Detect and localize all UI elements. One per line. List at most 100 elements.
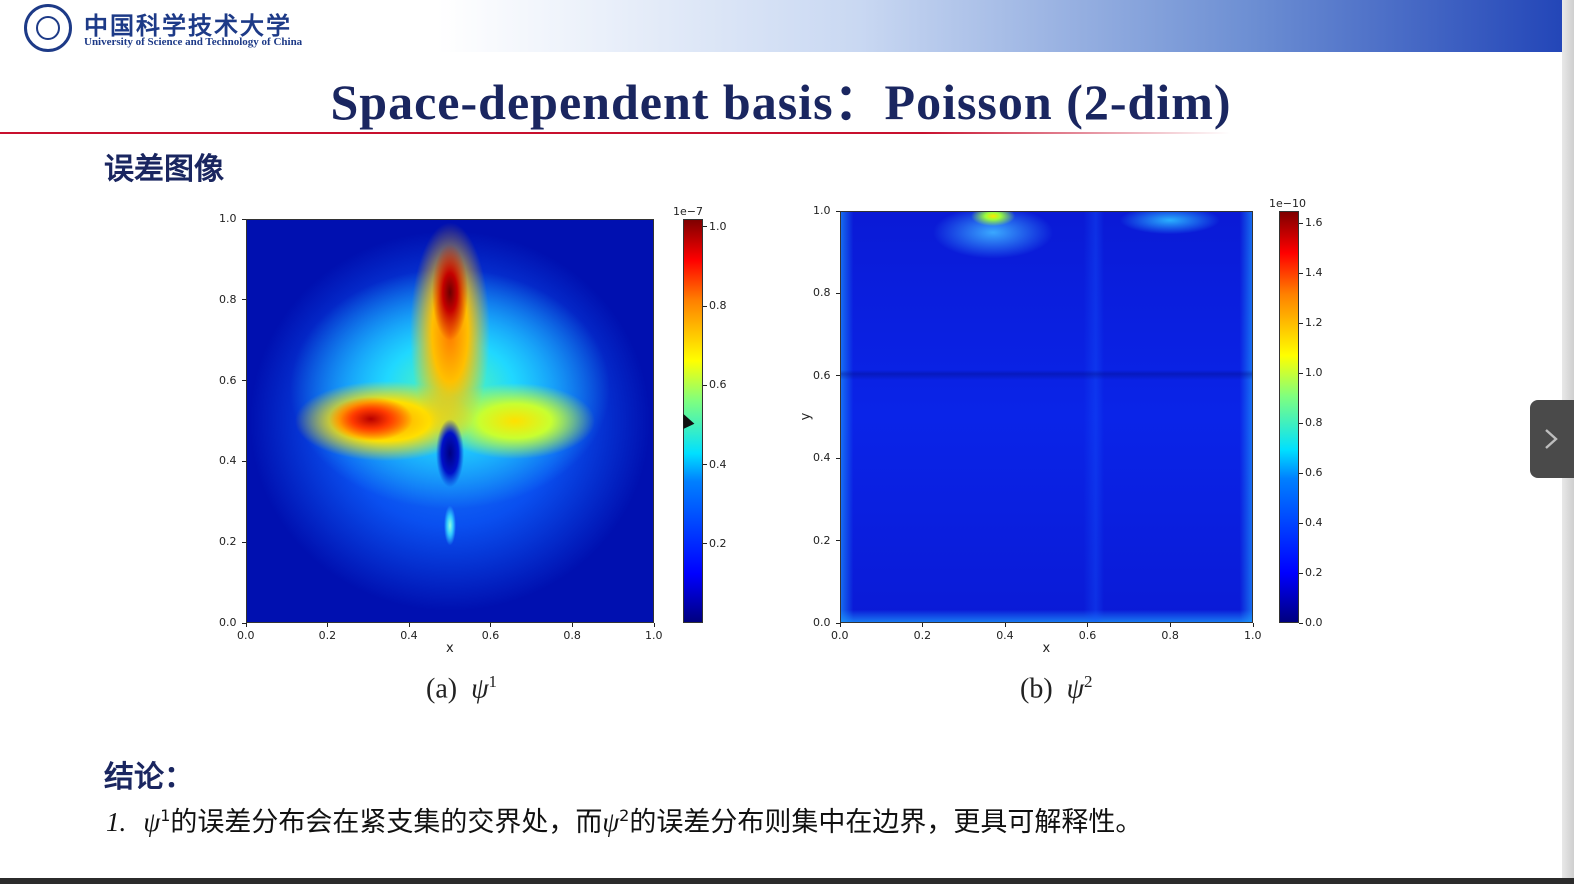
list-number: 1. (106, 807, 127, 837)
psi-symbol: ψ (143, 807, 161, 837)
colorbar-tick-mark (1299, 572, 1303, 574)
x-tick-mark (1252, 623, 1254, 627)
chevron-right-icon (1545, 429, 1558, 449)
conclusion-part-1: 的误差分布会在紧支集的交界处，而 (170, 807, 603, 838)
colorbar-tick-mark (1299, 422, 1303, 424)
colorbar-tick-label: 1.0 (1305, 366, 1323, 380)
x-tick-label: 0.4 (400, 629, 418, 642)
x-tick-mark (653, 623, 655, 627)
colorbar-tick-mark (1299, 472, 1303, 474)
colorbar-tick-label: 0.0 (1305, 616, 1323, 629)
y-tick-mark (242, 380, 246, 382)
x-tick-label: 0.0 (831, 629, 849, 642)
colorbar-tick-mark (1299, 622, 1303, 624)
university-name-cn: 中国科学技术大学 (84, 11, 292, 40)
x-axis-label: x (1042, 641, 1051, 656)
y-tick-mark (836, 210, 840, 212)
superscript: 2 (619, 806, 630, 825)
colorbar-tick-label: 0.6 (709, 378, 727, 392)
colorbar (683, 219, 703, 623)
colorbar-tick-mark (1299, 272, 1303, 274)
caption-symbol: ψ (1066, 673, 1085, 705)
colorbar-scale-label: 1e−10 (1269, 197, 1306, 210)
y-tick-mark (242, 622, 246, 624)
caption-superscript: 2 (1084, 672, 1093, 691)
colorbar-tick-label: 0.8 (709, 299, 727, 313)
x-tick-mark (1169, 623, 1171, 627)
x-tick-mark (245, 623, 247, 627)
y-tick-mark (836, 457, 840, 459)
colorbar-tick-mark (1299, 522, 1303, 524)
figure-caption: (a) ψ1 (426, 672, 497, 705)
next-slide-button[interactable] (1530, 400, 1574, 478)
y-tick-label: 0.4 (813, 451, 831, 465)
colorbar-tick-mark (703, 543, 707, 545)
header-banner (0, 0, 1562, 52)
x-tick-mark (408, 623, 410, 627)
heatmap-b (840, 211, 1253, 623)
colorbar-tick-label: 1.2 (1305, 316, 1323, 330)
y-tick-label: 0.6 (813, 368, 831, 382)
colorbar-tick-mark (1299, 222, 1303, 224)
y-tick-mark (242, 460, 246, 462)
y-tick-label: 0.0 (219, 616, 237, 629)
x-tick-label: 0.8 (1161, 629, 1179, 642)
colorbar-tick-mark (703, 384, 707, 386)
colorbar-tick-mark (1299, 322, 1303, 324)
colorbar-tick-label: 0.4 (709, 457, 727, 471)
heatmap-a (246, 219, 654, 623)
psi-symbol: ψ (602, 807, 620, 837)
y-tick-mark (836, 375, 840, 377)
x-tick-mark (327, 623, 329, 627)
caption-prefix: (b) (1020, 673, 1067, 705)
conclusion-text: 1. ψ1的误差分布会在紧支集的交界处，而ψ2的误差分布则集中在边界，更具可解释… (106, 800, 1142, 839)
x-tick-mark (922, 623, 924, 627)
y-tick-label: 1.0 (813, 204, 831, 217)
superscript: 1 (160, 806, 171, 825)
x-tick-mark (1087, 623, 1089, 627)
y-tick-label: 1.0 (219, 212, 237, 225)
colorbar-scale-label: 1e−7 (673, 205, 703, 218)
section-heading: 误差图像 (104, 152, 224, 187)
colorbar-tick-label: 0.4 (1305, 516, 1323, 530)
y-tick-label: 0.8 (813, 286, 831, 300)
colorbar-tick-mark (1299, 372, 1303, 374)
y-tick-mark (836, 292, 840, 294)
figure-caption: (b) ψ2 (1020, 672, 1093, 705)
x-tick-label: 0.2 (913, 629, 932, 642)
x-tick-mark (571, 623, 573, 627)
x-tick-label: 1.0 (1244, 629, 1262, 642)
x-tick-mark (839, 623, 841, 627)
y-tick-label: 0.2 (813, 533, 831, 547)
y-tick-label: 0.4 (219, 454, 237, 468)
y-tick-mark (242, 218, 246, 220)
conclusion-heading: 结论： (104, 760, 194, 795)
y-tick-mark (836, 540, 840, 542)
caption-prefix: (a) (426, 673, 472, 705)
y-tick-mark (836, 622, 840, 624)
university-seal-logo (24, 4, 72, 52)
title-divider (0, 132, 1230, 134)
x-tick-label: 1.0 (645, 629, 663, 642)
colorbar-tick-label: 0.8 (1305, 416, 1323, 430)
colorbar-tick-mark (703, 305, 707, 307)
y-axis-label: y (798, 412, 814, 421)
y-tick-label: 0.8 (219, 292, 237, 306)
colorbar-tick-label: 0.6 (1305, 466, 1323, 480)
conclusion-part-2: 的误差分布则集中在边界，更具可解释性。 (629, 807, 1143, 838)
y-tick-mark (242, 541, 246, 543)
y-tick-mark (242, 299, 246, 301)
colorbar-tick-label: 1.4 (1305, 266, 1323, 280)
colorbar-tick-label: 1.6 (1305, 216, 1323, 230)
colorbar-tick-mark (703, 226, 707, 228)
x-tick-label: 0.6 (481, 629, 500, 642)
x-tick-label: 0.0 (237, 629, 255, 642)
x-tick-label: 0.8 (563, 629, 581, 642)
y-tick-label: 0.6 (219, 373, 237, 387)
caption-symbol: ψ (471, 673, 489, 705)
x-tick-mark (490, 623, 492, 627)
x-tick-mark (1004, 623, 1006, 627)
x-axis-label: x (446, 641, 454, 656)
caption-superscript: 1 (488, 672, 497, 691)
